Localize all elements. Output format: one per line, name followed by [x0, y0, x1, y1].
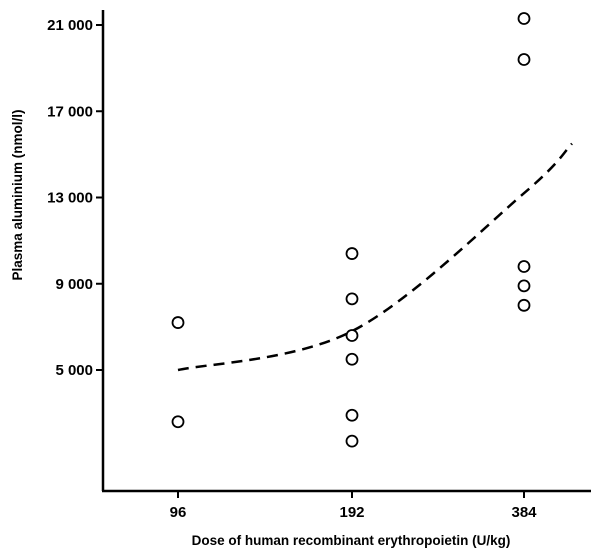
data-point [517, 260, 531, 273]
trend-line [177, 142, 573, 372]
data-point [345, 434, 359, 448]
data-point [171, 316, 185, 329]
y-tick-label: 17 000 [47, 103, 93, 120]
data-point [171, 415, 185, 429]
x-axis-title: Dose of human recombinant erythropoietin… [192, 533, 511, 548]
data-point [517, 53, 531, 66]
data-point [517, 279, 531, 293]
y-tick-label: 9 000 [55, 276, 93, 293]
data-points-group [171, 12, 531, 448]
axes: 5 000 9 000 13 000 17 000 21 000 96 192 384 [47, 10, 591, 521]
data-point [345, 329, 359, 342]
trend-line-group [177, 142, 573, 372]
x-tick-label: 96 [170, 504, 187, 521]
x-tick-label: 384 [511, 504, 537, 521]
y-tick-label: 21 000 [47, 17, 93, 34]
data-point [345, 408, 359, 422]
data-point [517, 12, 531, 25]
data-point [345, 247, 359, 260]
data-point [517, 298, 531, 312]
y-tick-label: 13 000 [47, 190, 93, 207]
data-point [345, 352, 359, 366]
x-tick-label: 192 [339, 504, 364, 521]
data-point [345, 292, 359, 306]
y-tick-label: 5 000 [55, 362, 93, 379]
y-axis-title: Plasma aluminium (nmol/l) [10, 109, 25, 280]
